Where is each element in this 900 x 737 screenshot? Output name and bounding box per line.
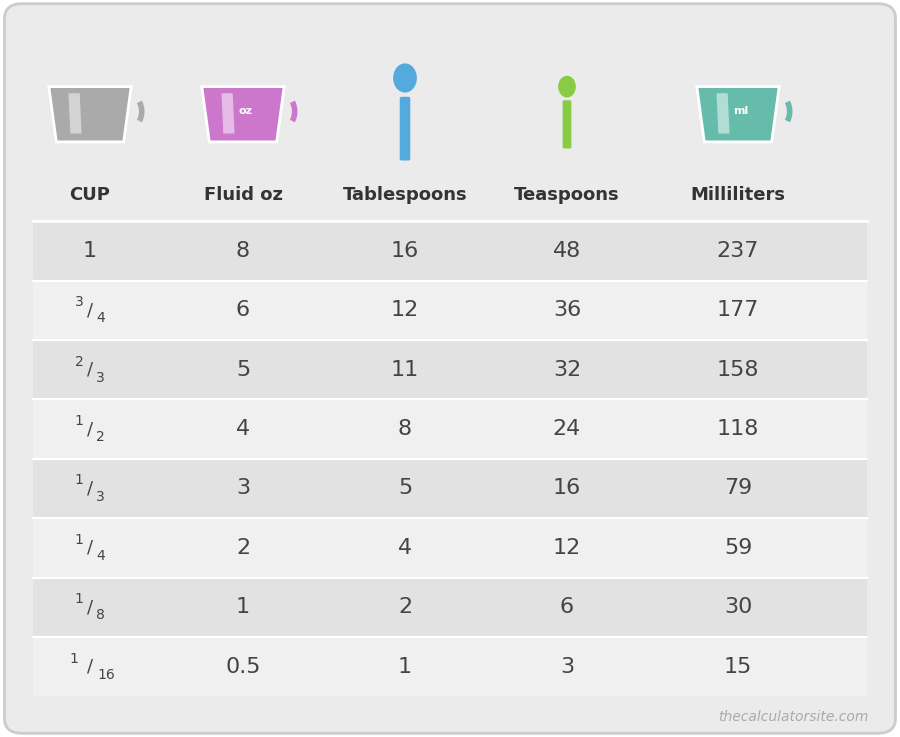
Text: 5: 5: [398, 478, 412, 498]
Text: 3: 3: [96, 489, 105, 503]
Text: /: /: [87, 360, 93, 379]
FancyBboxPatch shape: [33, 579, 867, 636]
Text: 8: 8: [236, 241, 250, 261]
Text: 237: 237: [716, 241, 760, 261]
Text: Fluid oz: Fluid oz: [203, 186, 283, 204]
FancyBboxPatch shape: [33, 460, 867, 517]
Polygon shape: [697, 87, 779, 142]
Text: 16: 16: [97, 668, 115, 682]
Text: 158: 158: [716, 360, 760, 380]
Text: 177: 177: [716, 300, 760, 321]
Text: 15: 15: [724, 657, 752, 677]
FancyBboxPatch shape: [33, 340, 867, 399]
Text: 8: 8: [398, 419, 412, 439]
Text: /: /: [87, 598, 93, 616]
Text: 2: 2: [398, 597, 412, 618]
FancyBboxPatch shape: [33, 222, 867, 280]
Text: 1: 1: [75, 473, 84, 487]
Text: ml: ml: [733, 106, 748, 116]
Text: 4: 4: [96, 549, 105, 563]
Text: 12: 12: [553, 538, 581, 558]
Text: 79: 79: [724, 478, 752, 498]
Text: 3: 3: [236, 478, 250, 498]
Text: 0.5: 0.5: [225, 657, 261, 677]
Text: Milliliters: Milliliters: [690, 186, 786, 204]
Text: thecalculatorsite.com: thecalculatorsite.com: [718, 710, 868, 724]
Text: 1: 1: [75, 414, 84, 428]
Text: 4: 4: [96, 311, 105, 325]
Text: 118: 118: [716, 419, 760, 439]
Text: 2: 2: [75, 354, 84, 368]
FancyBboxPatch shape: [33, 519, 867, 577]
Text: /: /: [87, 420, 93, 438]
Text: 30: 30: [724, 597, 752, 618]
Text: 3: 3: [560, 657, 574, 677]
Text: 8: 8: [96, 609, 105, 623]
Text: 16: 16: [391, 241, 419, 261]
Text: 6: 6: [560, 597, 574, 618]
Text: 36: 36: [553, 300, 581, 321]
Text: 4: 4: [236, 419, 250, 439]
FancyBboxPatch shape: [562, 100, 572, 149]
Text: /: /: [87, 480, 93, 497]
Text: 16: 16: [553, 478, 581, 498]
Polygon shape: [49, 87, 131, 142]
Text: 1: 1: [236, 597, 250, 618]
Text: /: /: [87, 301, 93, 319]
Text: 4: 4: [398, 538, 412, 558]
Text: 48: 48: [553, 241, 581, 261]
Text: 5: 5: [236, 360, 250, 380]
Text: 1: 1: [398, 657, 412, 677]
FancyBboxPatch shape: [33, 282, 867, 339]
Text: 3: 3: [75, 295, 84, 309]
Text: 11: 11: [391, 360, 419, 380]
Text: 6: 6: [236, 300, 250, 321]
Text: 3: 3: [96, 371, 105, 385]
FancyBboxPatch shape: [4, 4, 896, 733]
Text: 12: 12: [391, 300, 419, 321]
Polygon shape: [202, 87, 284, 142]
Text: Teaspoons: Teaspoons: [514, 186, 620, 204]
Polygon shape: [68, 94, 82, 133]
Ellipse shape: [393, 63, 417, 93]
Text: 1: 1: [75, 533, 84, 547]
FancyBboxPatch shape: [33, 638, 867, 696]
Text: oz: oz: [238, 106, 252, 116]
Polygon shape: [716, 94, 730, 133]
FancyBboxPatch shape: [33, 400, 867, 458]
Text: 1: 1: [83, 241, 97, 261]
Text: /: /: [87, 657, 93, 676]
Text: /: /: [87, 539, 93, 557]
Text: Tablespoons: Tablespoons: [343, 186, 467, 204]
Text: 24: 24: [553, 419, 581, 439]
Text: 32: 32: [553, 360, 581, 380]
Text: 2: 2: [96, 430, 105, 444]
Text: 1: 1: [75, 593, 84, 607]
Text: 2: 2: [236, 538, 250, 558]
Text: 1: 1: [69, 652, 78, 666]
Text: CUP: CUP: [69, 186, 111, 204]
Ellipse shape: [558, 76, 576, 97]
Polygon shape: [221, 94, 235, 133]
FancyBboxPatch shape: [400, 97, 410, 161]
Text: 59: 59: [724, 538, 752, 558]
